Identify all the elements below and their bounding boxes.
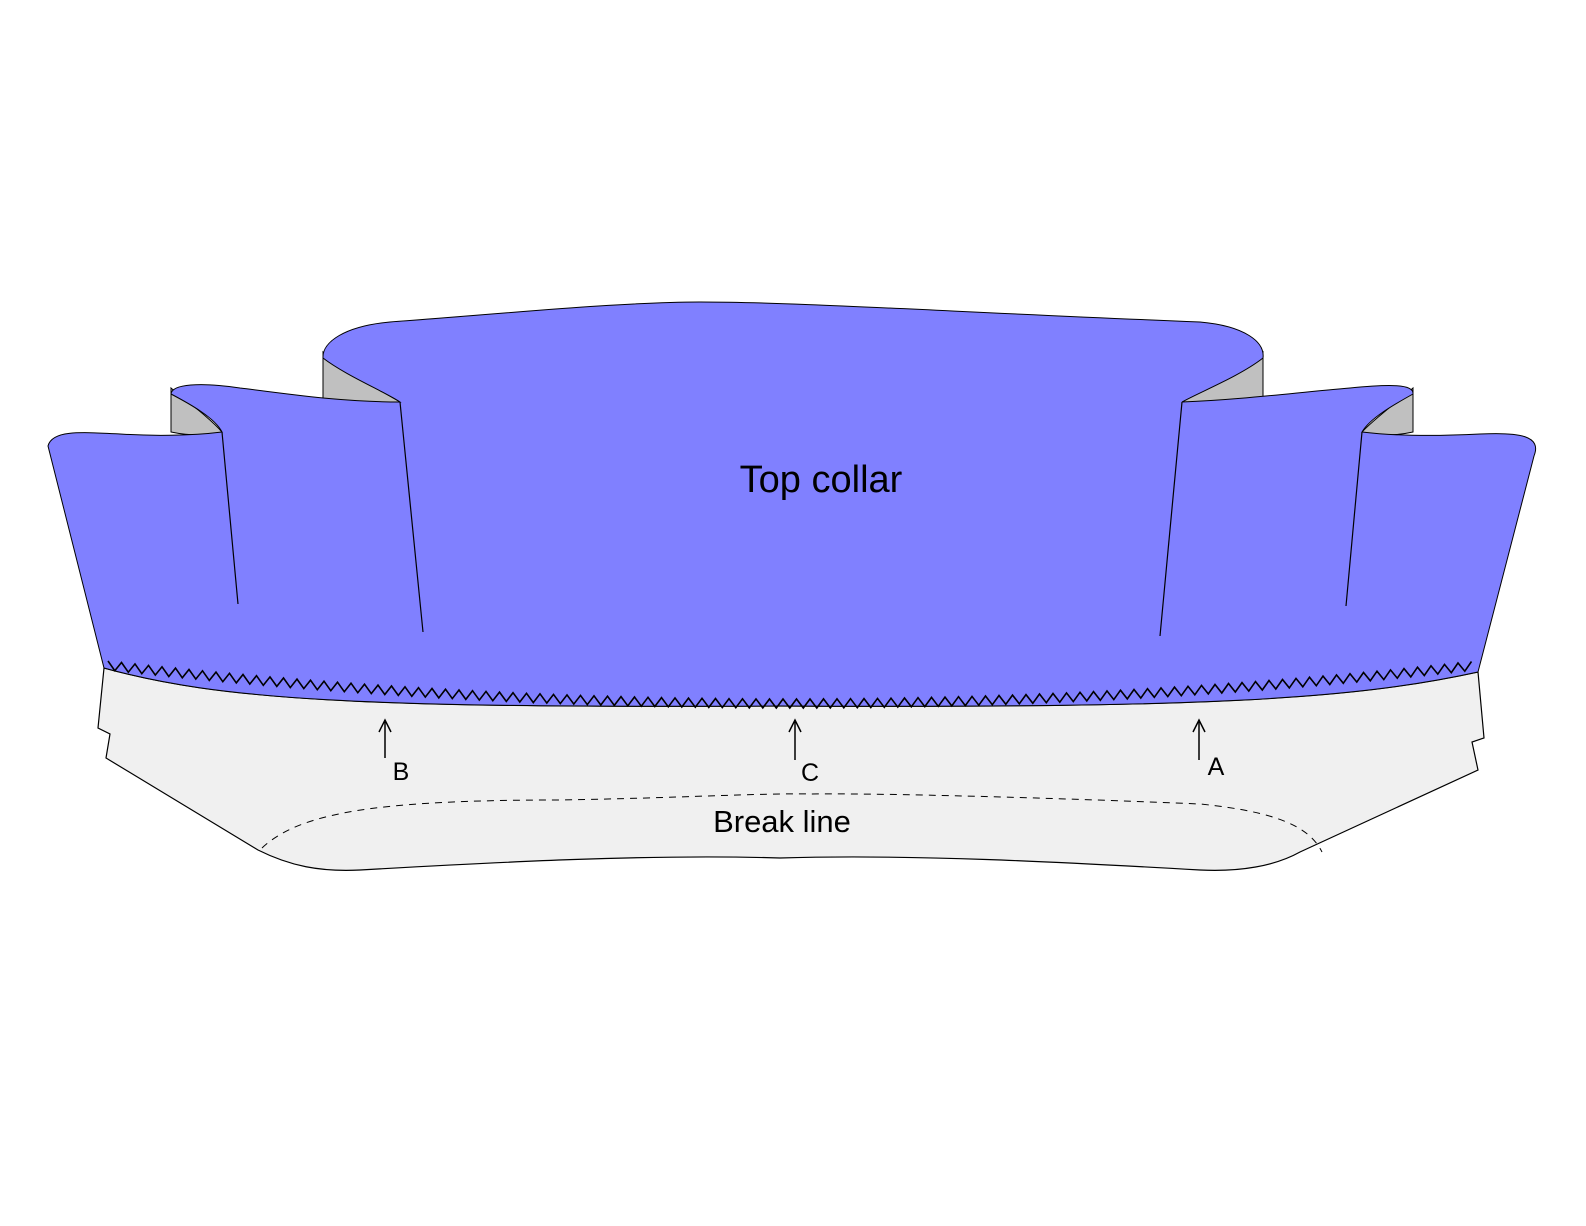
mark-b-label: B [393, 758, 410, 786]
fold-crease-left-outer [221, 431, 239, 605]
mark-c-label: C [801, 759, 819, 787]
fold-crease-left-center [399, 401, 424, 633]
break-line [261, 793, 1323, 853]
zigzag-seam [107, 660, 1473, 710]
fold-crease-right-outer [1345, 431, 1363, 607]
break-line-label: Break line [713, 804, 851, 839]
mark-a-label: A [1208, 753, 1225, 781]
arrow-mark-c [788, 718, 802, 760]
arrow-mark-a [1192, 718, 1206, 760]
top-collar-shape [47, 301, 1537, 707]
arrow-mark-b [378, 718, 392, 758]
top-collar-label: Top collar [740, 459, 903, 501]
fold-crease-right-center [1159, 401, 1183, 637]
